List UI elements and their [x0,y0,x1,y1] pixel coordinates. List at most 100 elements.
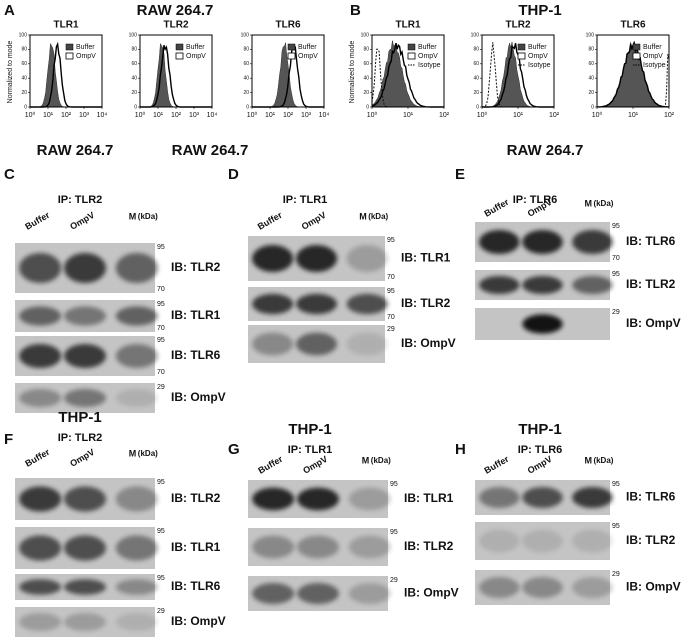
blot-band [572,577,613,598]
legend-swatch [632,43,641,51]
x-tick-label: 10¹ [628,112,639,119]
plot-title: TLR1 [396,20,421,31]
y-axis-label: Normalized to mode [349,41,356,104]
x-tick-label: 10³ [301,112,312,119]
y-tick-label: 80 [588,47,594,53]
y-tick-label: 100 [19,32,28,38]
legend-swatch [517,43,526,51]
ib-label: IB: OmpV [171,390,226,404]
unit-label: (kDa) [593,456,613,465]
blot-band [252,535,295,559]
x-tick-label: 10⁰ [592,111,603,119]
blot-band [297,583,339,604]
plot-title: TLR1 [54,20,79,31]
legend-label: Buffer [76,44,95,51]
x-tick-label: 10¹ [513,112,524,119]
blot-band [348,487,391,511]
blot-band [115,535,158,561]
cell-line-label: RAW 264.7 [172,142,249,159]
blot-band [115,579,158,595]
blot-band [346,293,388,315]
marker-label: 70 [157,286,165,293]
blot-band [522,314,563,334]
blot-band [348,583,391,604]
blot-band [572,487,613,508]
blot-band [19,535,62,561]
ib-label: IB: TLR1 [171,540,221,554]
blot-band [572,230,613,254]
ib-label: IB: TLR1 [401,251,451,265]
blot-band [479,487,520,508]
x-tick-label: 10¹ [403,112,414,119]
ib-label: IB: TLR6 [626,234,676,248]
panel-letter: C [4,166,15,183]
unit-label: (kDa) [138,449,158,458]
lane-label: M [359,211,367,221]
blot-band [479,529,520,553]
unit-label: (kDa) [138,212,158,221]
x-tick-label: 10¹ [265,112,276,119]
legend-label: Buffer [298,44,317,51]
blot-band [64,389,106,407]
blot-band [572,276,613,294]
x-tick-label: 10⁰ [247,111,258,119]
blot-band [252,293,294,315]
lane-label: M [584,455,592,465]
y-tick-label: 100 [129,32,138,38]
y-tick-label: 40 [363,76,369,82]
blot-band [19,613,62,631]
panel-letter: B [350,2,361,19]
blot-band [252,583,295,604]
legend-swatch [65,52,74,60]
marker-label: 70 [157,369,165,376]
panel-title: THP-1 [518,2,561,19]
panel-title: RAW 264.7 [137,2,214,19]
ib-label: IB: TLR2 [404,539,454,553]
x-tick-label: 10⁴ [207,112,218,119]
marker-label: 29 [612,309,620,316]
blot-band [19,486,62,512]
legend-swatch [632,52,641,60]
blot-band [19,579,62,595]
lane-label: M [584,198,592,208]
y-tick-label: 80 [243,47,249,53]
y-tick-label: 60 [473,61,479,67]
blot-band [64,306,106,326]
legend-swatch [65,43,74,51]
blot-band [115,613,158,631]
blot-band [572,529,613,553]
ib-label: IB: TLR2 [401,296,451,310]
marker-label: 95 [390,529,398,536]
blot-band [19,306,62,326]
panel-letter: A [4,2,15,19]
legend-label: Buffer [528,44,547,51]
lane-label: Buffer [23,447,51,469]
marker-label: 95 [157,479,165,486]
blot-band [479,276,520,294]
marker-label: 95 [157,337,165,344]
lane-label: OmpV [300,210,328,232]
cell-line-label: RAW 264.7 [507,142,584,159]
panel-letter: H [455,441,466,458]
x-tick-label: 10⁰ [477,111,488,119]
y-tick-label: 0 [134,104,137,110]
unit-label: (kDa) [593,199,613,208]
x-tick-label: 10² [283,112,294,119]
y-tick-label: 0 [246,104,249,110]
y-tick-label: 40 [588,76,594,82]
marker-label: 95 [157,244,165,251]
ip-label: IP: TLR1 [283,194,328,206]
blot-band [115,486,158,512]
marker-label: 70 [157,325,165,332]
lane-label: M [362,455,370,465]
blot-band [522,276,563,294]
blot-band [522,577,563,598]
ib-label: IB: TLR2 [626,533,676,547]
panel-letter: G [228,441,240,458]
y-tick-label: 0 [24,104,27,110]
ib-label: IB: TLR6 [626,490,676,504]
ip-label: IP: TLR1 [288,444,333,456]
y-tick-label: 0 [476,104,479,110]
marker-label: 70 [612,255,620,262]
